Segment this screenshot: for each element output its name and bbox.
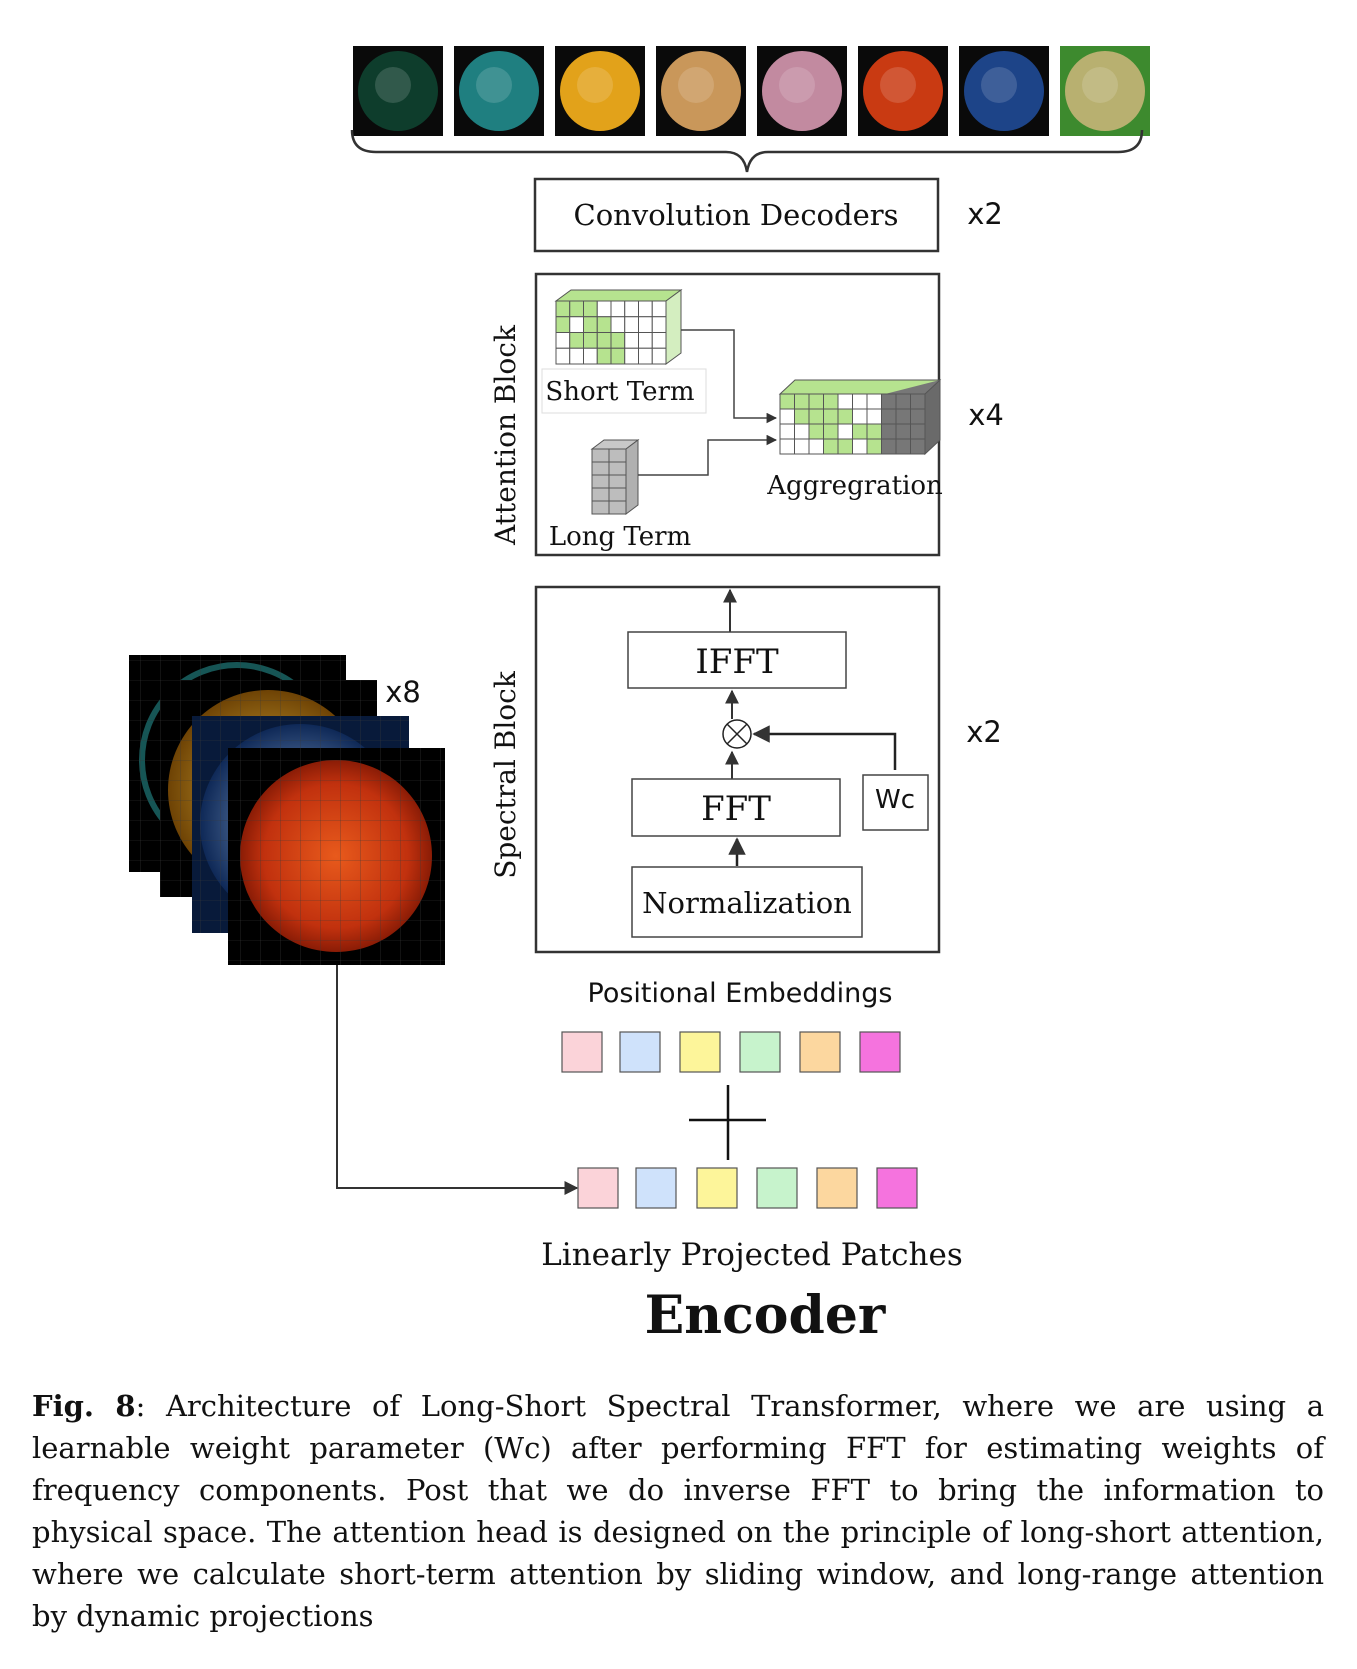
patch-token-1 [577,1167,619,1209]
positional-token-1 [561,1031,603,1073]
spectral-repeat-label: x2 [966,715,1002,749]
channel-image-4 [656,46,746,136]
convolution-decoders-box [533,177,940,253]
patch-token-6 [876,1167,918,1209]
normalization-box [631,866,863,938]
input-image-stack [129,655,445,965]
wc-box [862,774,929,831]
positional-token-3 [679,1031,721,1073]
wc-to-multiply-arrow [752,725,897,770]
wc-label: Wc [875,785,915,815]
attention-block-title: Attention Block [489,324,522,546]
fft-box [631,778,841,837]
spectral-block-title: Spectral Block [489,670,522,879]
grouping-brace [350,129,1144,173]
aggregation-cube-icon [778,378,942,456]
patch-tokens [577,1167,918,1209]
short-term-connector [681,329,778,424]
short-term-label-box [541,368,707,414]
channel-image-1 [353,46,443,136]
fft-label: FFT [701,789,771,829]
channel-image-6 [858,46,948,136]
ifft-label: IFFT [695,642,779,682]
normalization-label: Normalization [642,886,852,920]
attention-repeat-label: x4 [968,398,1004,432]
figure-caption: Fig. 8: Architecture of Long-Short Spect… [32,1385,1324,1637]
multiply-operator-icon [722,719,752,749]
encoder-title: Encoder [645,1285,886,1346]
convolution-decoders-label: Convolution Decoders [574,198,899,232]
decoders-repeat-label: x2 [967,197,1003,231]
channel-image-2 [454,46,544,136]
image-to-patches-connector [336,965,579,1195]
channel-image-7 [959,46,1049,136]
short-term-label: Short Term [545,377,694,407]
channel-image-5 [757,46,847,136]
channel-image-3 [555,46,645,136]
plus-operator-icon [689,1085,766,1160]
caption-label: Fig. 8 [32,1389,136,1423]
patch-token-2 [635,1167,677,1209]
short-term-cube-icon [554,289,683,365]
long-term-column-icon [590,439,640,515]
positional-token-2 [619,1031,661,1073]
long-term-connector [638,434,778,476]
positional-token-6 [859,1031,901,1073]
positional-token-5 [799,1031,841,1073]
ifft-box [627,631,847,689]
solar-channel-images [353,46,1150,136]
caption-text: : Architecture of Long-Short Spectral Tr… [32,1389,1324,1633]
positional-token-4 [739,1031,781,1073]
channel-image-8 [1060,46,1150,136]
long-term-label: Long Term [549,522,691,552]
positional-embedding-tokens [561,1031,901,1073]
input-repeat-label: x8 [385,675,421,709]
patch-token-5 [816,1167,858,1209]
patch-token-4 [756,1167,798,1209]
positional-embeddings-label: Positional Embeddings [588,978,893,1009]
patches-label: Linearly Projected Patches [541,1237,963,1273]
patch-token-3 [696,1167,738,1209]
aggregation-label: Aggregration [766,471,943,501]
